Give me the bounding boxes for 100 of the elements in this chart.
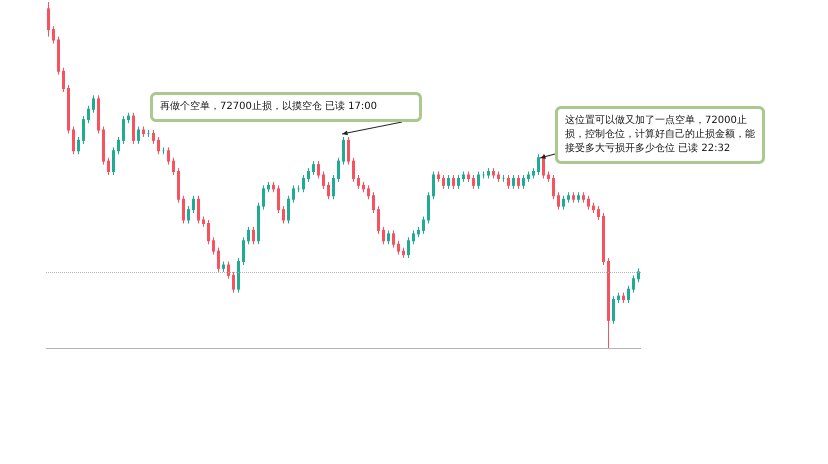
candlestick (327, 181, 330, 200)
candlestick (597, 206, 600, 220)
candlestick (617, 292, 620, 304)
candlestick (622, 292, 625, 304)
candlestick (172, 157, 175, 176)
candlestick (422, 216, 425, 234)
candlestick (72, 126, 75, 155)
candlestick (517, 174, 520, 190)
candlestick (627, 285, 630, 304)
candlestick (217, 247, 220, 272)
candlestick (567, 192, 570, 204)
candlestick (547, 171, 550, 182)
candlestick (437, 171, 440, 182)
candlestick (312, 160, 315, 176)
candlestick (162, 146, 165, 155)
candlestick (267, 181, 270, 193)
candlestick (372, 192, 375, 214)
candlestick (477, 171, 480, 190)
candlestick (117, 136, 120, 155)
candlestick (357, 174, 360, 190)
candlestick (212, 236, 215, 256)
candlestick (272, 181, 275, 193)
candlestick (127, 112, 130, 124)
candlestick (227, 261, 230, 280)
candlestick (592, 202, 595, 214)
candlestick (247, 226, 250, 245)
candlestick (587, 195, 590, 210)
candlestick (612, 296, 615, 324)
candlestick (492, 168, 495, 179)
candlestick (317, 160, 320, 179)
candlestick (512, 174, 515, 190)
candlestick (497, 171, 500, 182)
candlestick (142, 126, 145, 138)
candlestick (522, 174, 525, 190)
candlestick (377, 206, 380, 234)
candlestick (447, 174, 450, 190)
candlestick (337, 157, 340, 182)
candlestick (487, 168, 490, 179)
candlestick (292, 184, 295, 204)
candlestick (257, 202, 260, 245)
candlestick (532, 168, 535, 179)
candlestick (52, 26, 55, 44)
candlestick (262, 184, 265, 210)
candlestick (472, 174, 475, 190)
candlestick (132, 112, 135, 144)
candlestick (502, 174, 505, 182)
candlestick (222, 261, 225, 272)
candlestick (482, 171, 485, 179)
candlestick (147, 130, 150, 138)
candlestick (82, 116, 85, 144)
candlestick (457, 174, 460, 190)
candlestick (402, 247, 405, 259)
candlestick (562, 195, 565, 210)
candlestick (582, 192, 585, 204)
candlestick (152, 130, 155, 144)
candlestick (252, 226, 255, 245)
candlestick (367, 184, 370, 200)
candlestick (382, 226, 385, 245)
candlestick (637, 268, 640, 283)
candlestick (67, 84, 70, 134)
candlestick (112, 146, 115, 176)
candlestick (92, 94, 95, 114)
candlestick (432, 171, 435, 200)
candlestick (62, 67, 65, 92)
candlestick (572, 192, 575, 204)
candlestick (77, 136, 80, 155)
candlestick (192, 195, 195, 214)
chat-bubble: 这位置可以做又加了一点空单，72000止损，控制仓位，计算好自己的止损金额，能接受多大亏损开多少仓位 已读 22:32 (555, 106, 765, 164)
candlestick (182, 195, 185, 224)
candlestick (122, 116, 125, 144)
candlestick (177, 168, 180, 204)
candlestick (87, 105, 90, 124)
candlestick (427, 192, 430, 224)
candlestick (282, 206, 285, 224)
candlestick (297, 184, 300, 193)
candlestick (417, 226, 420, 238)
candlestick (607, 258, 610, 348)
candlestick (97, 94, 100, 134)
candlestick (332, 174, 335, 200)
candlestick (302, 174, 305, 193)
candlestick (47, 2, 50, 38)
candlestick (557, 192, 560, 210)
candlestick (442, 174, 445, 190)
candlestick (342, 136, 345, 166)
candlestick (157, 136, 160, 155)
chat-bubble: 再做个空单，72700止损，以摸空仓 已读 17:00 (150, 92, 422, 122)
candlestick (137, 126, 140, 144)
candlestick (347, 136, 350, 166)
candlestick (412, 230, 415, 245)
candlestick (277, 184, 280, 214)
candlestick (237, 258, 240, 294)
candlestick (527, 171, 530, 182)
candlestick (107, 157, 110, 176)
candlestick (287, 195, 290, 224)
candlestick (202, 216, 205, 228)
candlestick (242, 236, 245, 266)
candlestick (632, 274, 635, 294)
candlestick (452, 174, 455, 190)
candlestick (387, 230, 390, 245)
candlestick (102, 126, 105, 166)
